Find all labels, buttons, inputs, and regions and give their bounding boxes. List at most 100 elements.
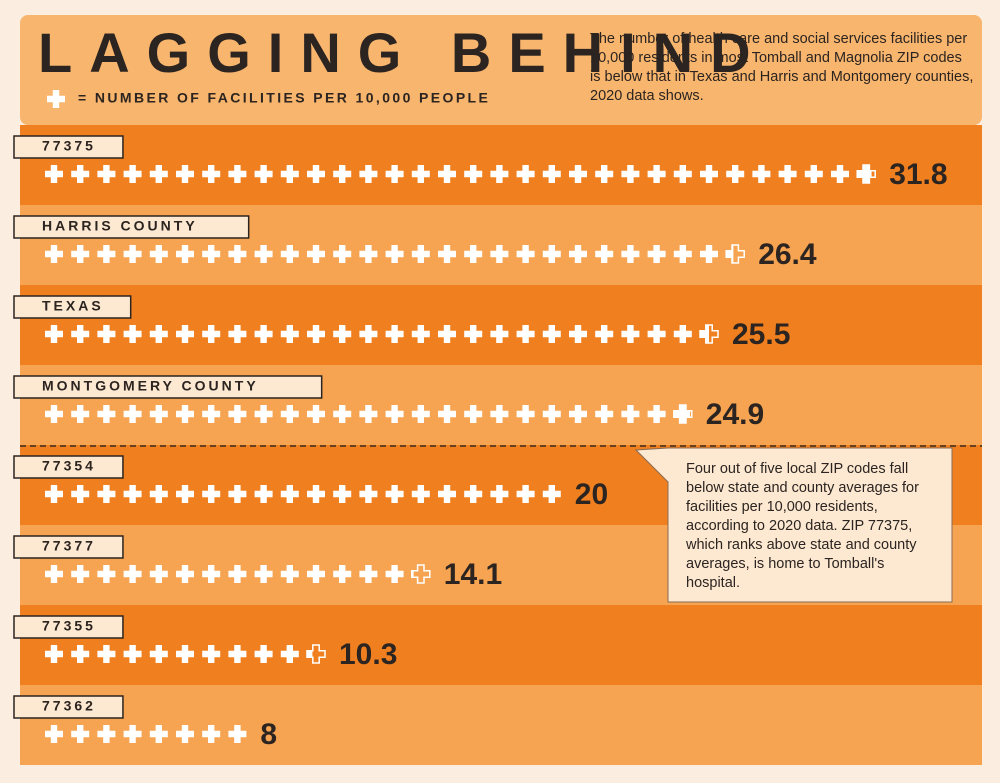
cross-icon [464, 165, 483, 183]
cross-icon [45, 645, 63, 663]
cross-partial [307, 650, 313, 658]
label-box [13, 615, 124, 639]
cross-icon [307, 325, 325, 343]
cross-icon [804, 165, 823, 183]
category-label: 77375 [42, 138, 96, 154]
cross-icon [359, 405, 378, 423]
cross-icon [123, 645, 142, 663]
cross-icon [202, 405, 221, 423]
cross-icon [490, 405, 509, 423]
cross-icon [438, 405, 456, 423]
cross-icon [97, 165, 116, 183]
cross-icon [254, 165, 273, 183]
cross-icon [464, 405, 483, 423]
cross-icon [516, 245, 535, 263]
cross-icon [228, 165, 247, 183]
category-label: 77355 [42, 618, 96, 634]
cross-icon [307, 565, 325, 583]
cross-icon [149, 245, 168, 263]
cross-icon [254, 485, 273, 503]
cross-icon [228, 325, 247, 343]
cross-partial [726, 245, 734, 263]
row-band [20, 605, 982, 685]
cross-icon [516, 165, 535, 183]
cross-icon [569, 405, 587, 423]
cross-icon [97, 565, 116, 583]
cross-icon [752, 165, 771, 183]
cross-icon [333, 485, 352, 503]
annotation-box [634, 447, 953, 603]
pictogram-bar [45, 164, 876, 184]
cross-icon [490, 245, 509, 263]
cross-icon [438, 245, 456, 263]
pictogram-bar [45, 564, 431, 584]
cross-icon [254, 565, 273, 583]
cross-icon [228, 245, 247, 263]
cross-partial [673, 405, 690, 423]
cross-icon [149, 165, 168, 183]
value-label: 31.8 [889, 158, 947, 191]
cross-icon [71, 485, 90, 503]
cross-icon [45, 245, 63, 263]
cross-icon [149, 725, 168, 743]
cross-icon [385, 405, 404, 423]
cross-icon [673, 165, 692, 183]
cross-icon [228, 485, 247, 503]
cross-icon [71, 725, 90, 743]
pictogram-bar [45, 324, 719, 344]
cross-icon [97, 485, 116, 503]
label-box [13, 695, 124, 719]
cross-icon [280, 245, 299, 263]
cross-partial [411, 570, 414, 578]
cross-icon [202, 165, 221, 183]
cross-icon [307, 165, 325, 183]
label-box [13, 535, 124, 559]
cross-icon [254, 325, 273, 343]
pictogram-bar [45, 404, 693, 424]
cross-icon [228, 725, 247, 743]
cross-icon [726, 165, 745, 183]
cross-icon [228, 565, 247, 583]
category-label: HARRIS COUNTY [42, 218, 198, 234]
cross-icon [595, 405, 614, 423]
value-label: 24.9 [706, 398, 764, 431]
cross-icon [385, 245, 404, 263]
cross-icon [569, 245, 587, 263]
label-box [13, 375, 323, 399]
cross-icon [123, 565, 142, 583]
cross-icon [673, 325, 692, 343]
cross-icon [385, 565, 404, 583]
cross-icon [45, 165, 63, 183]
cross-icon [202, 645, 221, 663]
cross-icon [359, 245, 378, 263]
cross-icon [228, 405, 247, 423]
pictogram-bar [45, 725, 247, 743]
cross-icon [176, 245, 194, 263]
cross-icon [569, 325, 587, 343]
cross-icon [647, 165, 666, 183]
cross-partial [857, 165, 872, 183]
cross-icon [71, 325, 90, 343]
cross-icon [621, 405, 640, 423]
cross-icon [647, 405, 666, 423]
pictogram-bar [45, 244, 745, 264]
cross-icon [411, 165, 430, 183]
category-label: MONTGOMERY COUNTY [42, 378, 259, 394]
cross-icon [71, 565, 90, 583]
cross-icon [700, 165, 718, 183]
cross-icon [569, 165, 587, 183]
cross-icon [97, 245, 116, 263]
cross-icon [464, 245, 483, 263]
cross-icon [385, 485, 404, 503]
cross-icon [542, 405, 561, 423]
cross-icon [359, 565, 378, 583]
cross-icon [542, 325, 561, 343]
cross-icon [176, 645, 194, 663]
label-box [13, 295, 132, 319]
cross-icon [176, 405, 194, 423]
cross-icon [123, 485, 142, 503]
cross-icon [621, 165, 640, 183]
cross-icon [307, 245, 325, 263]
